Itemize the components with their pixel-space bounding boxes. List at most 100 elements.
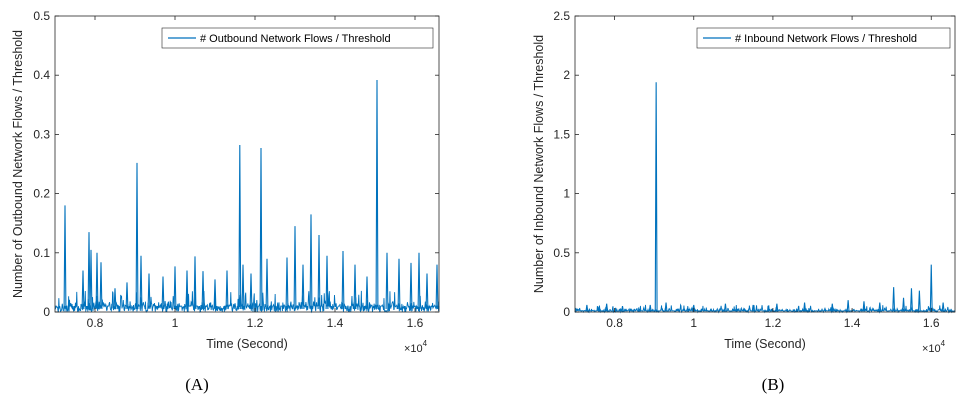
plot-area-inbound bbox=[575, 16, 955, 312]
x-axis-label-inbound: Time (Second) bbox=[724, 337, 806, 351]
x-tick-label: 1.4 bbox=[327, 316, 344, 330]
series-peak bbox=[902, 297, 905, 312]
series-peak bbox=[259, 148, 263, 310]
series-peak bbox=[397, 258, 401, 310]
y-tick-label: 0 bbox=[563, 305, 570, 319]
series-peak bbox=[147, 273, 151, 310]
series-peak bbox=[193, 256, 197, 310]
plot-area-outbound bbox=[55, 16, 439, 312]
y-tick-label: 1 bbox=[563, 187, 570, 201]
x-tick-label: 1.4 bbox=[844, 316, 861, 330]
series-peak bbox=[409, 262, 413, 310]
series-peak bbox=[99, 262, 103, 310]
x-tick-label: 0.8 bbox=[87, 316, 104, 330]
series-peak bbox=[929, 264, 933, 312]
series-peak bbox=[910, 288, 913, 312]
y-tick-label: 0.5 bbox=[553, 246, 570, 260]
series-peak bbox=[664, 302, 668, 312]
y-tick-label: 0.3 bbox=[33, 127, 50, 141]
x-tick-label: 1.2 bbox=[247, 316, 264, 330]
x-tick-label: 0.8 bbox=[606, 316, 623, 330]
legend-box-inbound bbox=[696, 27, 951, 49]
x-tick-label: 1.2 bbox=[765, 316, 782, 330]
series-peak bbox=[862, 301, 866, 312]
series-peak bbox=[941, 302, 945, 312]
series-peak bbox=[648, 304, 652, 312]
legend-inbound: # Inbound Network Flows / Threshold bbox=[696, 27, 951, 49]
y-axis-label-outbound: Number of Outbound Network Flows / Thres… bbox=[11, 30, 25, 298]
series-peak bbox=[917, 290, 921, 312]
x-tick-label: 1.6 bbox=[923, 316, 940, 330]
y-tick-label: 2 bbox=[563, 68, 570, 82]
series-peak bbox=[161, 276, 165, 310]
series-peak bbox=[213, 279, 217, 310]
y-ticks-outbound: 0 0.1 0.2 0.3 0.4 0.5 bbox=[33, 9, 439, 319]
series-inbound bbox=[574, 82, 956, 314]
axes-box-outbound bbox=[54, 15, 440, 313]
axes-box-inbound bbox=[574, 15, 956, 313]
series-peak bbox=[775, 303, 779, 312]
y-tick-label: 0.2 bbox=[33, 187, 50, 201]
y-axis-label-inbound: Number of Inbound Network Flows / Thresh… bbox=[532, 35, 546, 293]
series-peak bbox=[585, 304, 589, 312]
y-ticks-inbound: 0 0.5 1 1.5 2 2.5 bbox=[553, 9, 955, 319]
series-peak bbox=[63, 205, 67, 310]
series-peak bbox=[341, 251, 345, 310]
y-tick-label: 0 bbox=[43, 305, 50, 319]
series-peak bbox=[892, 287, 896, 312]
series-peak bbox=[238, 145, 242, 310]
series-peak bbox=[87, 232, 91, 310]
series-peak bbox=[225, 270, 229, 310]
series-peak bbox=[425, 273, 429, 310]
series-peak bbox=[309, 214, 313, 310]
series-peak bbox=[417, 252, 421, 310]
y-tick-label: 1.5 bbox=[553, 127, 570, 141]
y-tick-label: 0.4 bbox=[33, 68, 50, 82]
x-axis-label-outbound: Time (Second) bbox=[206, 337, 288, 351]
series-peak bbox=[201, 271, 205, 310]
series-peak bbox=[173, 266, 177, 310]
series-peak bbox=[385, 252, 389, 310]
x-ticks-inbound: 0.8 1 1.2 1.4 1.6 bbox=[606, 16, 940, 330]
series-peak bbox=[293, 226, 297, 310]
series-peak bbox=[803, 302, 807, 312]
series-peak bbox=[113, 288, 117, 310]
series-outbound bbox=[54, 79, 440, 314]
series-peak bbox=[365, 276, 369, 310]
series-peak bbox=[621, 305, 624, 312]
series-peak bbox=[751, 304, 755, 312]
series-peak bbox=[878, 302, 882, 312]
series-peak bbox=[435, 264, 439, 310]
panel-label-a: (A) bbox=[185, 375, 209, 394]
x-tick-label: 1 bbox=[172, 316, 179, 330]
panel-label-b: (B) bbox=[762, 375, 785, 394]
series-peak bbox=[692, 304, 696, 312]
series-peak bbox=[830, 303, 834, 312]
series-peak bbox=[605, 303, 609, 312]
series-peak bbox=[285, 257, 289, 310]
series-peak bbox=[241, 264, 245, 310]
series-peak bbox=[265, 258, 269, 310]
x-multiplier-outbound: ×104 bbox=[404, 339, 428, 355]
chart-outbound: 0 0.1 0.2 0.3 0.4 0.5 0.8 1 1.2 1.4 1.6 Time (Sec… bbox=[11, 9, 440, 394]
y-tick-label: 0.5 bbox=[33, 9, 50, 23]
series-peak bbox=[125, 282, 129, 310]
x-multiplier-inbound: ×104 bbox=[922, 339, 946, 355]
series-peak bbox=[654, 82, 658, 312]
x-tick-label: 1.6 bbox=[407, 316, 424, 330]
y-tick-label: 2.5 bbox=[553, 9, 570, 23]
series-peak bbox=[353, 264, 357, 310]
legend-outbound: # Outbound Network Flows / Threshold bbox=[161, 27, 434, 49]
series-peak bbox=[95, 252, 99, 310]
series-peak bbox=[723, 303, 727, 312]
series-line-inbound bbox=[574, 303, 956, 314]
series-peak bbox=[139, 255, 143, 310]
series-peak bbox=[317, 235, 321, 310]
series-peak bbox=[846, 300, 850, 312]
series-peak bbox=[185, 270, 189, 310]
legend-box-outbound bbox=[161, 27, 434, 49]
series-peak bbox=[325, 255, 329, 310]
series-peak bbox=[249, 273, 253, 310]
x-tick-label: 1 bbox=[690, 316, 697, 330]
